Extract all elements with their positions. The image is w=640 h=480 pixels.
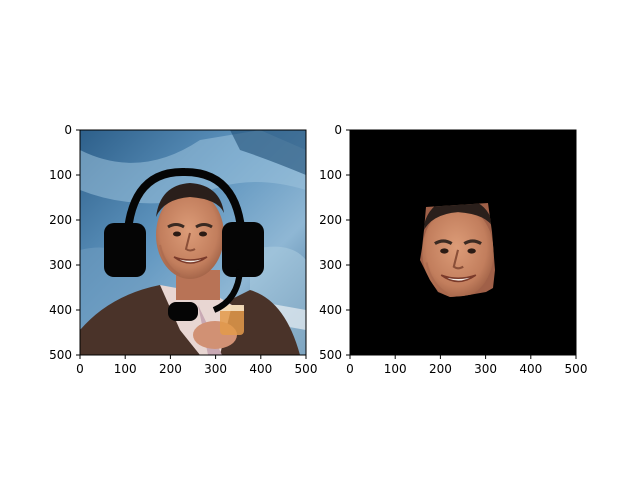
x-tick-label: 300 (474, 362, 497, 376)
x-tick-label: 200 (159, 362, 182, 376)
y-tick-label: 200 (49, 213, 72, 227)
x-tick-label: 300 (204, 362, 227, 376)
y-tick-label: 100 (319, 168, 342, 182)
y-tick-label: 300 (319, 258, 342, 272)
x-tick-label: 500 (295, 362, 318, 376)
x-tick-label: 400 (519, 362, 542, 376)
x-tick-label: 500 (565, 362, 588, 376)
y-tick-label: 400 (49, 303, 72, 317)
x-tick-label: 0 (346, 362, 354, 376)
x-tick-label: 0 (76, 362, 84, 376)
right-panel (350, 130, 576, 355)
y-tick-label: 400 (319, 303, 342, 317)
y-tick-label: 0 (64, 123, 72, 137)
left-panel (80, 130, 306, 355)
y-tick-label: 0 (334, 123, 342, 137)
y-tick-label: 100 (49, 168, 72, 182)
x-tick-label: 400 (249, 362, 272, 376)
y-tick-label: 200 (319, 213, 342, 227)
x-tick-label: 200 (429, 362, 452, 376)
x-tick-label: 100 (384, 362, 407, 376)
y-tick-label: 500 (319, 348, 342, 362)
y-tick-label: 500 (49, 348, 72, 362)
x-tick-label: 100 (114, 362, 137, 376)
y-tick-label: 300 (49, 258, 72, 272)
